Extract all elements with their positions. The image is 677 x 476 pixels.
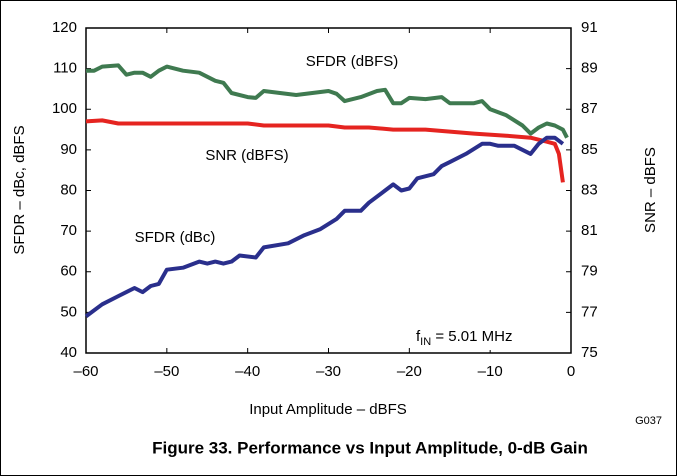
x-tick-label: –10 — [478, 363, 503, 380]
y-tick-label: 110 — [53, 60, 77, 77]
annotation-part: f — [416, 328, 421, 345]
y2-tick-label: 79 — [581, 263, 598, 280]
y2-tick-label: 75 — [581, 344, 598, 361]
series-label: SFDR (dBFS) — [306, 53, 399, 70]
x-tick-label: –40 — [235, 363, 260, 380]
x-tick-label: 0 — [567, 363, 575, 380]
annotation-sub: IN — [420, 336, 431, 348]
figure-id: G037 — [635, 415, 662, 427]
y2-axis-label: SNR – dBFS — [642, 147, 659, 233]
x-tick-label: –50 — [154, 363, 179, 380]
y2-tick-label: 91 — [581, 19, 598, 36]
label-background — [290, 51, 414, 73]
y2-tick-label: 87 — [581, 100, 598, 117]
series-line — [84, 135, 565, 319]
annotation: fIN = 5.01 MHz — [416, 328, 512, 348]
y-tick-label: 80 — [60, 181, 77, 198]
plot-area — [85, 27, 572, 354]
y-axis-label: SFDR – dBc, dBFS — [11, 125, 28, 254]
y-tick-label: 70 — [60, 222, 77, 239]
label-background — [113, 227, 237, 249]
x-tick-label: –30 — [316, 363, 341, 380]
y2-tick-label: 81 — [581, 222, 598, 239]
y2-tick-label: 85 — [581, 141, 598, 158]
annotation-part: = 5.01 MHz — [431, 328, 512, 345]
y-tick-label: 120 — [52, 19, 77, 36]
chart-title: Figure 33. Performance vs Input Amplitud… — [152, 438, 588, 457]
y2-tick-label: 89 — [581, 60, 598, 77]
y2-tick-label: 83 — [581, 181, 598, 198]
series-line — [86, 63, 569, 139]
y-tick-label: 50 — [60, 303, 77, 320]
series-line — [85, 118, 565, 183]
x-tick-label: –20 — [397, 363, 422, 380]
y-tick-label: 100 — [52, 100, 77, 117]
x-tick-label: –60 — [73, 363, 98, 380]
y-tick-label: 60 — [60, 263, 77, 280]
y-tick-label: 40 — [60, 344, 77, 361]
x-axis-label: Input Amplitude – dBFS — [249, 401, 407, 418]
annotation-background — [412, 322, 557, 350]
y-tick-label: 90 — [60, 141, 77, 158]
series-label: SFDR (dBc) — [135, 229, 216, 246]
label-background — [185, 145, 309, 167]
y2-tick-label: 77 — [581, 303, 598, 320]
series-label: SNR (dBFS) — [205, 147, 288, 164]
